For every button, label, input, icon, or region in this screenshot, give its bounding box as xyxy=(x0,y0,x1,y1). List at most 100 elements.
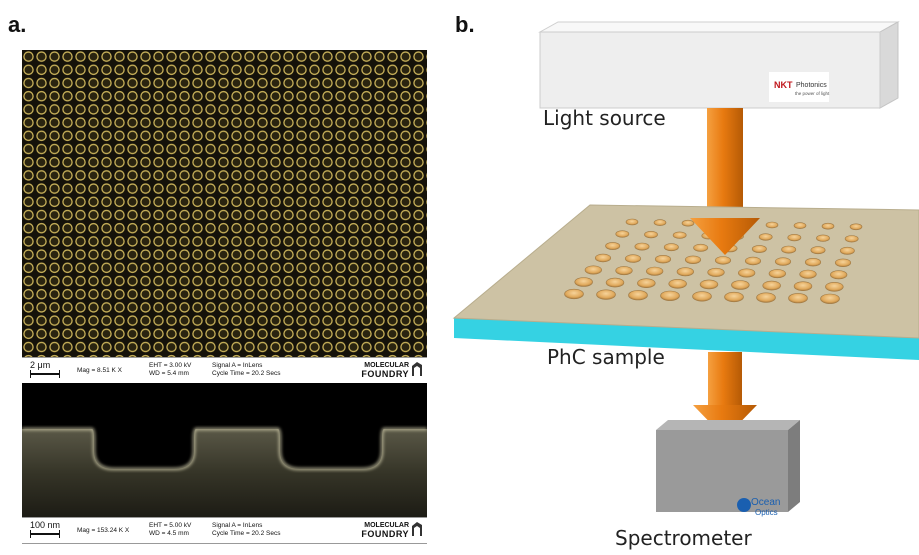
phc-hole xyxy=(646,266,664,276)
signal-cycle: Signal A = InLens Cycle Time = 20.2 Secs xyxy=(212,522,280,538)
signal-cycle: Signal A = InLens Cycle Time = 20.2 Secs xyxy=(212,362,280,378)
sem-cross-section-image xyxy=(22,383,427,518)
phc-hole xyxy=(637,278,656,289)
phc-hole xyxy=(714,256,732,265)
phc-hole xyxy=(624,254,642,263)
sem-top-view-image xyxy=(22,50,427,358)
phc-hole xyxy=(654,255,672,264)
phc-hole xyxy=(821,222,835,230)
phc-hole xyxy=(834,258,852,267)
phc-hole xyxy=(731,280,750,290)
phc-hole xyxy=(676,267,694,277)
eht-wd: EHT = 5.00 kV WD = 4.5 mm xyxy=(149,522,191,538)
phc-hole xyxy=(768,269,786,279)
scale-bar xyxy=(30,370,60,378)
phc-sample-slab xyxy=(452,204,919,360)
phc-hole xyxy=(663,243,679,252)
phc-hole xyxy=(765,221,779,229)
light-beam-arrow-bottom xyxy=(693,352,757,438)
phc-hole xyxy=(644,231,658,239)
phc-hole xyxy=(564,288,584,300)
sem-top-info-bar: 2 μm Mag = 8.51 K X EHT = 3.00 kV WD = 5.… xyxy=(22,357,427,384)
phc-hole xyxy=(839,246,855,255)
phc-hole xyxy=(781,245,797,254)
sem-bottom-info-bar: 100 nm Mag = 153.24 K X EHT = 5.00 kV WD … xyxy=(22,517,427,544)
phc-hole xyxy=(810,246,826,255)
phc-hole xyxy=(793,281,813,292)
phc-hole xyxy=(668,278,687,289)
phc-hole xyxy=(615,230,630,238)
phc-hole xyxy=(756,292,776,303)
phc-hole xyxy=(844,235,859,243)
nkt-logo-sub: Photonics xyxy=(796,82,827,89)
phc-hole xyxy=(605,277,625,288)
phc-hole xyxy=(574,277,593,287)
phc-hole xyxy=(653,219,667,226)
wd: WD = 5.4 mm xyxy=(149,370,189,377)
ocean-logo-text: Ocean xyxy=(751,497,780,508)
phc-hole xyxy=(634,242,650,251)
nkt-logo-tag: the power of light xyxy=(795,91,830,96)
magnification: Mag = 153.24 K X xyxy=(77,527,130,534)
logo-line2: FOUNDRY xyxy=(361,369,409,379)
optics-logo-text: Optics xyxy=(755,508,778,517)
scale-bar xyxy=(30,530,60,538)
foundry-logo: MOLECULAR FOUNDRY xyxy=(361,522,409,539)
eht: EHT = 5.00 kV xyxy=(149,522,192,529)
wd: WD = 4.5 mm xyxy=(149,530,189,537)
magnification: Mag = 8.51 K X xyxy=(77,367,122,374)
phc-hole xyxy=(681,219,695,227)
signal: Signal A = InLens xyxy=(212,522,263,529)
phc-hole xyxy=(788,293,808,304)
phc-hole xyxy=(699,279,719,290)
phc-hole xyxy=(787,234,802,242)
eht: EHT = 3.00 kV xyxy=(149,362,192,369)
phc-hole xyxy=(615,266,633,276)
photonic-crystal-holes xyxy=(564,218,863,304)
phc-hole xyxy=(596,289,616,300)
spectrometer-box: Ocean Optics xyxy=(656,420,800,517)
phc-hole xyxy=(660,290,680,301)
scale-label: 2 μm xyxy=(30,360,51,370)
phc-hole xyxy=(849,223,863,231)
phc-hole xyxy=(762,280,781,291)
setup-diagram: NKT Photonics the power of light xyxy=(440,0,919,550)
phc-hole xyxy=(724,291,744,303)
logo-line1: MOLECULAR xyxy=(364,362,409,369)
scale-label: 100 nm xyxy=(30,520,61,530)
phc-hole xyxy=(684,255,702,264)
phc-hole xyxy=(738,268,756,278)
phc-hole xyxy=(758,233,773,241)
phc-hole xyxy=(804,258,822,267)
light-beam-arrow-tip xyxy=(690,218,760,255)
phc-hole xyxy=(793,222,807,229)
phc-hole xyxy=(744,256,762,266)
phc-hole xyxy=(625,218,639,226)
phc-hole xyxy=(692,291,712,302)
signal: Signal A = InLens xyxy=(212,362,263,369)
phc-hole xyxy=(693,243,709,252)
phc-hole xyxy=(672,231,687,239)
foundry-logo-icon xyxy=(412,362,422,376)
phc-hole xyxy=(820,293,840,304)
phc-hole xyxy=(751,245,767,253)
light-source-box: NKT Photonics the power of light xyxy=(538,21,900,109)
panel-b-label: b. xyxy=(455,12,475,37)
nkt-logo-text: NKT xyxy=(774,80,793,90)
phc-hole xyxy=(799,269,817,279)
phc-hole xyxy=(707,267,725,277)
foundry-logo-icon xyxy=(412,522,422,536)
spectrometer-label: Spectrometer xyxy=(615,526,752,550)
phc-hole xyxy=(816,234,830,242)
logo-line2: FOUNDRY xyxy=(361,529,409,539)
phc-hole xyxy=(594,253,612,263)
panel-a-label: a. xyxy=(8,12,27,37)
phc-hole xyxy=(825,281,844,292)
cycle-time: Cycle Time = 20.2 Secs xyxy=(212,530,281,537)
foundry-logo: MOLECULAR FOUNDRY xyxy=(361,362,409,379)
phc-sample-label: PhC sample xyxy=(547,345,665,369)
phc-hole xyxy=(774,257,792,266)
phc-hole xyxy=(830,270,848,280)
light-source-label: Light source xyxy=(543,106,666,130)
eht-wd: EHT = 3.00 kV WD = 5.4 mm xyxy=(149,362,191,378)
